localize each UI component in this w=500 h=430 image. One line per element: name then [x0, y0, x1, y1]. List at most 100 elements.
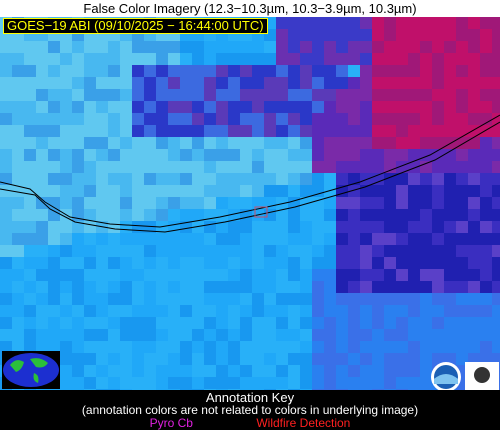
pixel-block — [252, 317, 264, 329]
pixel-block — [144, 185, 156, 197]
pixel-block — [60, 197, 72, 209]
pixel-block — [480, 185, 492, 197]
pixel-block — [432, 89, 444, 101]
pixel-block — [264, 125, 276, 137]
pixel-block — [216, 281, 228, 293]
pixel-block — [72, 257, 84, 269]
pixel-block — [384, 317, 396, 329]
pixel-block — [96, 293, 108, 305]
pixel-block — [348, 257, 360, 269]
pixel-block — [456, 329, 468, 341]
pixel-block — [264, 389, 276, 390]
pixel-block — [12, 125, 24, 137]
pixel-block — [408, 77, 420, 89]
pixel-block — [252, 233, 264, 245]
pixel-block — [168, 389, 180, 390]
pixel-block — [420, 389, 432, 390]
pixel-block — [276, 281, 288, 293]
pixel-block — [312, 53, 324, 65]
pixel-block — [24, 329, 36, 341]
pixel-block — [384, 269, 396, 281]
pixel-block — [84, 233, 96, 245]
pixel-block — [348, 29, 360, 41]
pixel-block — [300, 353, 312, 365]
pixel-block — [468, 233, 480, 245]
pixel-block — [432, 353, 444, 365]
pixel-block — [444, 113, 456, 125]
pixel-block — [492, 53, 500, 65]
pixel-block — [156, 209, 168, 221]
pixel-block — [372, 185, 384, 197]
key-items: Pyro Cb Wildfire Detection — [0, 417, 500, 430]
pixel-block — [144, 137, 156, 149]
pixel-block — [36, 209, 48, 221]
pixel-block — [336, 221, 348, 233]
pixel-block — [396, 41, 408, 53]
pixel-block — [228, 257, 240, 269]
pixel-block — [24, 389, 36, 390]
pixel-block — [312, 281, 324, 293]
pixel-block — [144, 149, 156, 161]
pixel-block — [216, 365, 228, 377]
pixel-block — [240, 341, 252, 353]
pixel-block — [348, 41, 360, 53]
pixel-block — [84, 281, 96, 293]
pixel-block — [336, 329, 348, 341]
pixel-block — [156, 41, 168, 53]
coastline — [0, 121, 500, 233]
pixel-block — [372, 149, 384, 161]
pixel-block — [372, 41, 384, 53]
pixel-block — [96, 185, 108, 197]
pixel-block — [168, 281, 180, 293]
pixel-block — [12, 41, 24, 53]
pixel-block — [204, 113, 216, 125]
pixel-block — [312, 209, 324, 221]
pixel-block — [0, 125, 12, 137]
pixel-block — [180, 149, 192, 161]
pixel-block — [132, 233, 144, 245]
pixel-block — [324, 173, 336, 185]
pixel-block — [480, 269, 492, 281]
pixel-block — [204, 221, 216, 233]
pixel-block — [132, 137, 144, 149]
pixel-block — [204, 257, 216, 269]
pixel-block — [288, 149, 300, 161]
pixel-block — [216, 77, 228, 89]
pixel-block — [84, 77, 96, 89]
pixel-block — [288, 125, 300, 137]
pixel-block — [180, 209, 192, 221]
pixel-block — [264, 257, 276, 269]
pixel-block — [384, 281, 396, 293]
pixel-block — [384, 197, 396, 209]
pixel-block — [60, 233, 72, 245]
pixel-block — [36, 269, 48, 281]
pixel-block — [396, 353, 408, 365]
pixel-block — [96, 101, 108, 113]
pixel-block — [444, 233, 456, 245]
pixel-block — [180, 173, 192, 185]
pixel-block — [324, 149, 336, 161]
pixel-block — [240, 245, 252, 257]
pixel-block — [360, 149, 372, 161]
pixel-block — [12, 317, 24, 329]
pixel-block — [24, 209, 36, 221]
pixel-block — [84, 377, 96, 389]
pixel-block — [108, 245, 120, 257]
pixel-block — [204, 41, 216, 53]
pixel-block — [324, 305, 336, 317]
pixel-block — [456, 281, 468, 293]
pixel-block — [84, 305, 96, 317]
pixel-block — [276, 233, 288, 245]
pixel-block — [492, 257, 500, 269]
pixel-block — [288, 185, 300, 197]
pixel-block — [12, 293, 24, 305]
pixel-block — [48, 245, 60, 257]
pixel-block — [444, 305, 456, 317]
pixel-block — [408, 365, 420, 377]
pixel-block — [12, 209, 24, 221]
pixel-block — [240, 125, 252, 137]
pixel-block — [192, 353, 204, 365]
pixel-block — [216, 197, 228, 209]
pixel-block — [204, 329, 216, 341]
pixel-block — [312, 233, 324, 245]
